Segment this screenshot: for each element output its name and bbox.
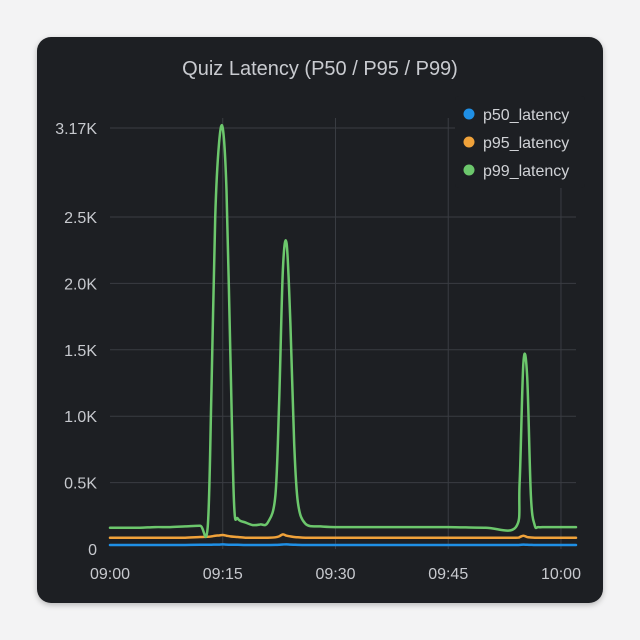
chart-card: Quiz Latency (P50 / P95 / P99) 0 0.5K 1.0K… [37, 37, 603, 603]
legend-marker [463, 164, 475, 176]
y-axis-ticks: 0 0.5K 1.0K 1.5K 2.0K 2.5K 3.17K [55, 121, 97, 559]
y-tick-label: 3.17K [55, 121, 97, 138]
grid-lines [110, 118, 576, 549]
legend-label: p95_latency [483, 135, 569, 152]
y-tick-label: 2.5K [64, 210, 97, 227]
x-tick-label: 09:00 [90, 566, 130, 583]
x-tick-label: 09:15 [203, 566, 243, 583]
latency-line-chart: Quiz Latency (P50 / P95 / P99) 0 0.5K 1.0K… [55, 58, 585, 583]
legend: p50_latency p95_latency p99_latency [455, 96, 585, 188]
chart-title: Quiz Latency (P50 / P95 / P99) [182, 58, 458, 80]
legend-marker [463, 108, 475, 120]
x-tick-label: 09:30 [315, 566, 355, 583]
legend-label: p99_latency [483, 163, 569, 180]
x-axis-ticks: 09:00 09:15 09:30 09:45 10:00 [90, 566, 581, 583]
series-line-p95-latency [108, 533, 578, 540]
legend-label: p50_latency [483, 107, 569, 124]
series-line-p50-latency [108, 543, 578, 547]
y-tick-label: 1.0K [64, 409, 97, 426]
legend-marker [463, 136, 475, 148]
legend-background [455, 96, 585, 188]
y-tick-label: 0 [88, 542, 97, 559]
series-line-p99-latency [108, 123, 578, 538]
x-tick-label: 10:00 [541, 566, 581, 583]
series-lines [108, 123, 578, 547]
y-tick-label: 1.5K [64, 343, 97, 360]
x-tick-label: 09:45 [428, 566, 468, 583]
y-tick-label: 0.5K [64, 476, 97, 493]
y-tick-label: 2.0K [64, 276, 97, 293]
